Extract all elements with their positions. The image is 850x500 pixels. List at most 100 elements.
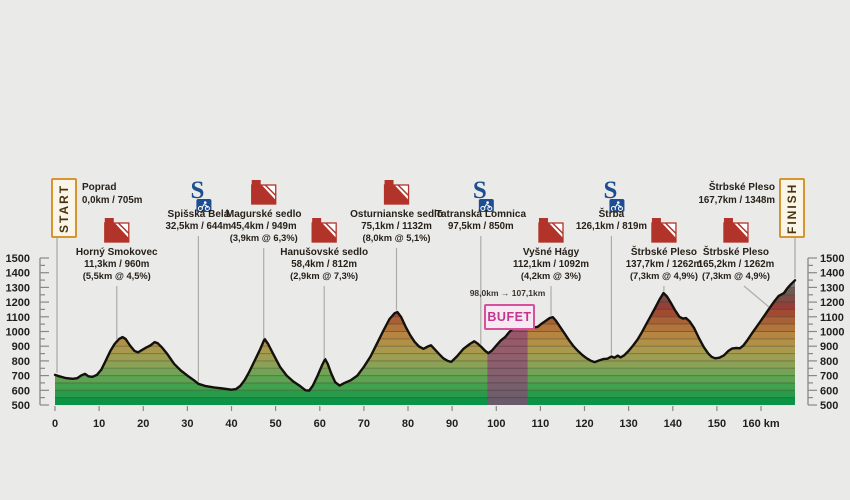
- climb-icon: [383, 180, 410, 205]
- waypoint-distance: 58,4km / 812m: [291, 259, 357, 270]
- x-tick-label: 120: [575, 418, 593, 430]
- y-tick-label: 1000: [820, 327, 844, 339]
- waypoint-distance: 167,7km / 1348m: [699, 195, 776, 206]
- y-tick-label: 900: [12, 341, 30, 353]
- x-tick-label: 50: [269, 418, 281, 430]
- bufet-badge: BUFET: [484, 304, 535, 330]
- x-tick-label: 130: [619, 418, 637, 430]
- svg-text:S: S: [473, 177, 487, 204]
- waypoint-name: Hanušovské sedlo: [280, 247, 368, 258]
- x-tick-label: 150: [708, 418, 726, 430]
- waypoint-name: Štrbské Pleso: [709, 180, 775, 193]
- x-tick-label: 10: [93, 418, 105, 430]
- waypoint-gradient: (7,3km @ 4,9%): [702, 271, 770, 281]
- waypoint-distance: 45,4km / 949m: [231, 221, 297, 232]
- y-tick-label: 1200: [6, 297, 30, 309]
- x-axis: 0 10 20 30 40 50 60 70 80 90 100 110 120 130 140 150 160…: [52, 406, 780, 430]
- x-tick-label: 20: [137, 418, 149, 430]
- waypoint-distance: 126,1km / 819m: [576, 221, 647, 232]
- waypoint-name: Magurské sedlo: [226, 209, 302, 220]
- waypoint-distance: 75,1km / 1132m: [361, 221, 432, 232]
- waypoint-distance: 112,1km / 1092m: [513, 259, 589, 270]
- y-tick-label: 600: [820, 385, 838, 397]
- y-tick-label: 600: [12, 385, 30, 397]
- climb-icon: [311, 218, 337, 243]
- sprint-icon: S: [190, 177, 212, 212]
- y-tick-label: 700: [12, 371, 30, 383]
- x-tick-label: 160 km: [742, 418, 780, 430]
- x-tick-label: 30: [181, 418, 193, 430]
- y-axis-left: 500 600 700 800 900 1000 1100 1200 1300 1400 1500: [6, 253, 49, 412]
- y-tick-label: 1500: [6, 253, 30, 265]
- x-tick-label: 60: [314, 418, 326, 430]
- climb-icon: [651, 218, 677, 243]
- x-tick-label: 0: [52, 418, 58, 430]
- waypoint-gradient: (7,3km @ 4,9%): [630, 271, 698, 281]
- sprint-icon: S: [603, 177, 625, 212]
- climb-icon: [104, 218, 130, 243]
- waypoint-name: Osturnianske sedlo: [350, 209, 443, 220]
- x-tick-label: 90: [446, 418, 458, 430]
- y-tick-label: 1300: [820, 282, 844, 294]
- y-tick-label: 1000: [6, 327, 30, 339]
- waypoint-name: Štrbské Pleso: [703, 245, 769, 258]
- waypoint-distance: 11,3km / 960m: [84, 259, 150, 270]
- waypoint-distance: 137,7km / 1262m: [626, 259, 703, 270]
- y-tick-label: 1100: [6, 312, 30, 324]
- waypoint-gradient: (4,2km @ 3%): [521, 271, 581, 281]
- waypoint-name: Spišská Belá: [168, 209, 230, 220]
- waypoint-gradient: (5,5km @ 4,5%): [83, 271, 151, 281]
- y-tick-label: 500: [12, 400, 30, 412]
- climb-icon: [251, 180, 277, 205]
- y-tick-label: 1200: [820, 297, 844, 309]
- start-marker-label: START: [57, 183, 71, 233]
- x-tick-label: 70: [358, 418, 370, 430]
- waypoint-gradient: (8,0km @ 5,1%): [363, 233, 431, 243]
- finish-marker-label: FINISH: [785, 182, 799, 234]
- waypoint-distance: 32,5km / 644m: [166, 221, 232, 232]
- climb-icon: [723, 218, 749, 243]
- svg-text:S: S: [190, 177, 204, 204]
- waypoint-name: Poprad: [82, 182, 116, 193]
- waypoint-name: Tatranská Lomnica: [436, 209, 527, 220]
- waypoint-name: Štrba: [599, 207, 625, 220]
- y-axis-right: 500 600 700 800 900 1000 1100 1200 1300 1400 1500: [807, 253, 844, 412]
- waypoint-name: Horný Smokovec: [76, 247, 158, 258]
- y-tick-label: 800: [12, 356, 30, 368]
- y-tick-label: 1400: [6, 268, 30, 280]
- x-tick-label: 40: [225, 418, 237, 430]
- bufet-range-label: 98,0km → 107,1km: [469, 288, 546, 298]
- sprint-icon: S: [473, 177, 494, 212]
- bufet-badge-label: BUFET: [487, 310, 532, 324]
- svg-text:S: S: [603, 177, 617, 204]
- x-tick-label: 140: [664, 418, 682, 430]
- waypoint-distance: 165,2km / 1262m: [698, 259, 775, 270]
- waypoint-connector: [743, 285, 770, 308]
- y-tick-label: 900: [820, 341, 838, 353]
- start-marker: START: [51, 178, 77, 238]
- waypoint-name: Štrbské Pleso: [631, 245, 697, 258]
- waypoint: Poprad 0,0km / 705m: [56, 182, 143, 373]
- x-tick-label: 100: [487, 418, 505, 430]
- x-tick-label: 80: [402, 418, 414, 430]
- y-tick-label: 1500: [820, 253, 844, 265]
- elevation-profile-line: [53, 279, 797, 392]
- x-tick-label: 110: [532, 418, 550, 430]
- climb-icon: [538, 218, 564, 243]
- waypoint: Štrbské Pleso 167,7km / 1348m: [699, 180, 796, 279]
- waypoint-gradient: (3,9km @ 6,3%): [230, 233, 298, 243]
- y-tick-label: 700: [820, 371, 838, 383]
- y-tick-label: 1300: [6, 282, 30, 294]
